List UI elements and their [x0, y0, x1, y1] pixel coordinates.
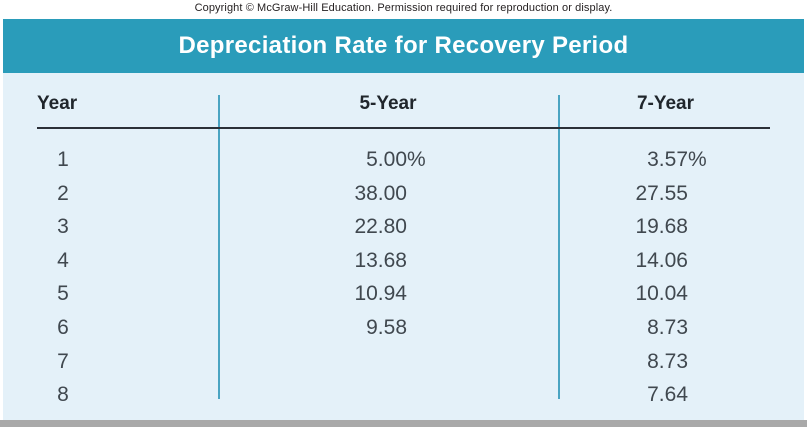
- rate-7year-cell: 8.73: [647, 315, 688, 339]
- table-title: Depreciation Rate for Recovery Period: [178, 32, 629, 59]
- column-divider-1: [218, 95, 220, 399]
- rate-5year-cell: 5.00: [366, 148, 407, 171]
- year-cell: 3: [57, 215, 69, 239]
- year-cell: 1: [57, 148, 69, 171]
- rate-7year-cell: 19.68: [635, 215, 688, 239]
- column-divider-2: [558, 95, 560, 399]
- rate-7year-cell: 3.57: [647, 148, 688, 171]
- copyright-notice: Copyright © McGraw-Hill Education. Permi…: [194, 2, 613, 14]
- table-row: 4 13.68 14.06: [3, 244, 804, 278]
- rate-7year-cell: 14.06: [635, 248, 688, 272]
- year-cell: 6: [57, 315, 69, 339]
- percent-sign: %: [688, 148, 707, 171]
- year-cell: 8: [57, 383, 69, 407]
- rate-5year-cell: 10.94: [354, 282, 407, 306]
- depreciation-table-panel: Depreciation Rate for Recovery Period Ye…: [3, 19, 804, 420]
- table-row: 3 22.80 19.68: [3, 210, 804, 244]
- table-row: 7 8.73: [3, 345, 804, 379]
- table-header-row: Year 5-Year 7-Year: [3, 93, 804, 119]
- rate-7year-cell: 7.64: [647, 383, 688, 407]
- rate-7year-cell: 8.73: [647, 349, 688, 373]
- table-row: 2 38.00 27.55: [3, 177, 804, 211]
- rate-5year-cell: 38.00: [354, 181, 407, 205]
- table-title-bar: Depreciation Rate for Recovery Period: [3, 19, 804, 73]
- rate-5year-cell: 22.80: [354, 215, 407, 239]
- rate-5year-cell: 9.58: [366, 315, 407, 339]
- rate-7year-cell: 27.55: [635, 181, 688, 205]
- percent-sign: %: [407, 148, 426, 171]
- table-row: 5 10.94 10.04: [3, 277, 804, 311]
- column-header-5year: 5-Year: [359, 93, 417, 114]
- table-body: Year 5-Year 7-Year 1 5.00% 3.57% 2 38.00…: [3, 73, 804, 420]
- year-cell: 5: [57, 282, 69, 306]
- rate-7year-cell: 10.04: [635, 282, 688, 306]
- table-row: 8 7.64: [3, 378, 804, 412]
- column-header-7year: 7-Year: [636, 93, 695, 114]
- year-cell: 4: [57, 248, 69, 272]
- table-rows: 1 5.00% 3.57% 2 38.00 27.55 3 22.80 19.6…: [3, 143, 804, 412]
- bottom-divider-bar: [0, 420, 807, 427]
- table-row: 6 9.58 8.73: [3, 311, 804, 345]
- rate-5year-cell: 13.68: [354, 248, 407, 272]
- header-underline-rule: [37, 127, 770, 129]
- year-cell: 2: [57, 181, 69, 205]
- column-header-year: Year: [37, 93, 78, 114]
- year-cell: 7: [57, 349, 69, 373]
- table-row: 1 5.00% 3.57%: [3, 143, 804, 177]
